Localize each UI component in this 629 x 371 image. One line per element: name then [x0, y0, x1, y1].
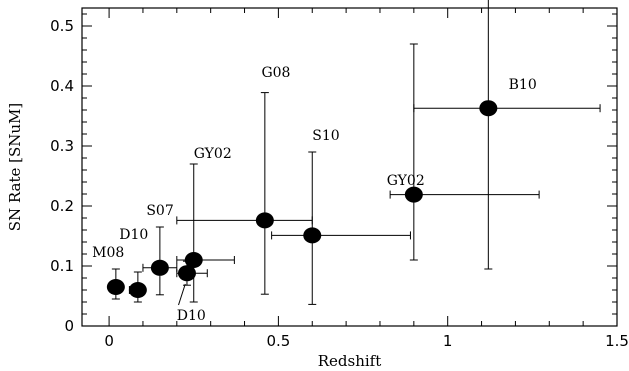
point-label: GY02 — [387, 173, 425, 189]
point-label: D10 — [177, 308, 206, 324]
data-point — [303, 227, 322, 244]
point-label: G08 — [261, 65, 290, 81]
x-tick-label: 0.5 — [266, 332, 290, 350]
data-point — [106, 279, 125, 295]
x-tick-label: 0 — [104, 332, 114, 350]
data-point — [150, 259, 169, 276]
data-point — [184, 252, 203, 268]
y-tick-label: 0.4 — [50, 77, 74, 95]
y-tick-label: 0.3 — [50, 137, 74, 155]
label-leader-line — [178, 283, 186, 306]
y-tick-label: 0.2 — [50, 197, 74, 215]
x-tick-label: 1.5 — [605, 332, 629, 350]
data-point — [128, 282, 147, 298]
x-tick-label: 1 — [443, 332, 453, 350]
point-label: D10 — [119, 227, 148, 243]
x-axis-title: Redshift — [318, 352, 382, 370]
point-label: B10 — [509, 77, 537, 93]
y-axis-title: SN Rate [SNuM] — [6, 103, 24, 232]
point-label: S10 — [312, 128, 339, 144]
point-label: M08 — [92, 245, 124, 261]
y-tick-label: 0.5 — [50, 17, 74, 35]
y-tick-label: 0 — [64, 317, 74, 335]
point-label: S07 — [146, 203, 173, 219]
data-point — [255, 212, 274, 229]
plot-area: 0 0.5 1 1.5 0 0.1 0.2 0.3 0.4 0.5 M08 D10 S07 GY02 G08… — [50, 0, 629, 350]
data-point — [404, 186, 423, 203]
point-label: GY02 — [194, 146, 232, 162]
plot-frame — [81, 7, 618, 327]
data-point — [177, 265, 196, 282]
data-point — [479, 100, 498, 117]
y-tick-label: 0.1 — [50, 257, 74, 275]
